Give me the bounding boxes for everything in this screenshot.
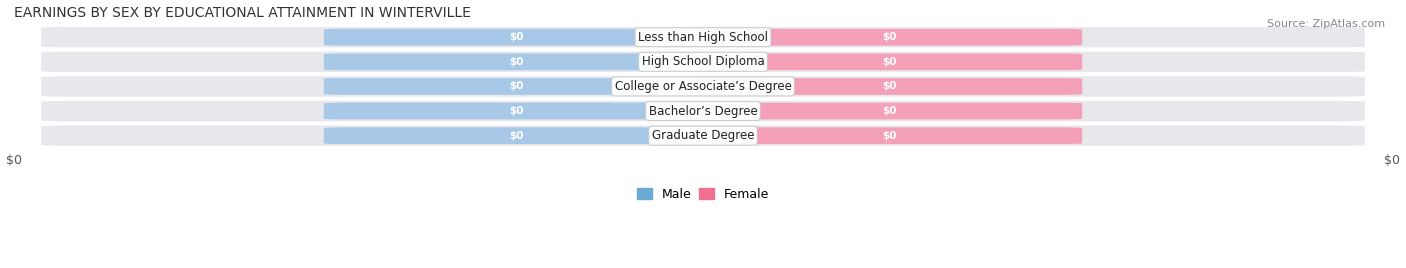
Text: Graduate Degree: Graduate Degree (652, 129, 754, 142)
FancyBboxPatch shape (41, 27, 1365, 47)
FancyBboxPatch shape (696, 53, 1083, 70)
FancyBboxPatch shape (41, 101, 1365, 121)
Text: High School Diploma: High School Diploma (641, 55, 765, 68)
FancyBboxPatch shape (323, 127, 710, 144)
FancyBboxPatch shape (696, 127, 1083, 144)
Text: Bachelor’s Degree: Bachelor’s Degree (648, 105, 758, 118)
Text: $0: $0 (882, 106, 897, 116)
FancyBboxPatch shape (41, 125, 1365, 146)
Text: College or Associate’s Degree: College or Associate’s Degree (614, 80, 792, 93)
FancyBboxPatch shape (323, 53, 710, 70)
Text: $0: $0 (509, 32, 524, 42)
FancyBboxPatch shape (323, 78, 710, 95)
Text: $0: $0 (509, 81, 524, 91)
Text: $0: $0 (882, 32, 897, 42)
FancyBboxPatch shape (696, 103, 1083, 120)
Text: $0: $0 (509, 131, 524, 141)
Text: Source: ZipAtlas.com: Source: ZipAtlas.com (1267, 19, 1385, 29)
Text: EARNINGS BY SEX BY EDUCATIONAL ATTAINMENT IN WINTERVILLE: EARNINGS BY SEX BY EDUCATIONAL ATTAINMEN… (14, 6, 471, 20)
Legend: Male, Female: Male, Female (631, 183, 775, 206)
Text: Less than High School: Less than High School (638, 31, 768, 44)
Text: $0: $0 (882, 131, 897, 141)
FancyBboxPatch shape (696, 29, 1083, 46)
FancyBboxPatch shape (323, 103, 710, 120)
Text: $0: $0 (509, 106, 524, 116)
Text: $0: $0 (509, 57, 524, 67)
Text: $0: $0 (882, 57, 897, 67)
FancyBboxPatch shape (41, 76, 1365, 97)
FancyBboxPatch shape (323, 29, 710, 46)
FancyBboxPatch shape (696, 78, 1083, 95)
Text: $0: $0 (882, 81, 897, 91)
FancyBboxPatch shape (41, 52, 1365, 72)
